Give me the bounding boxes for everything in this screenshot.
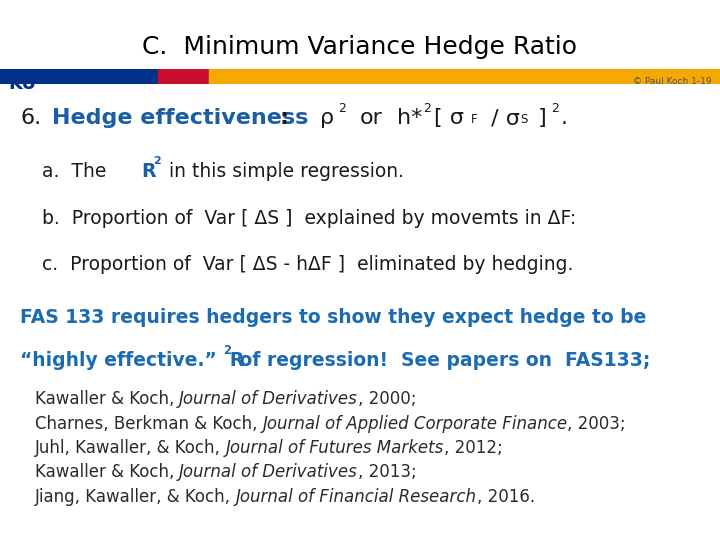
Text: 2: 2 — [153, 156, 161, 166]
Text: Hedge effectiveness: Hedge effectiveness — [52, 108, 308, 128]
Text: “highly effective.”  R: “highly effective.” R — [20, 351, 244, 370]
Text: © Paul Koch 1-19: © Paul Koch 1-19 — [633, 77, 711, 86]
Text: KANSAS: KANSAS — [37, 75, 79, 84]
Text: 6.: 6. — [20, 108, 41, 128]
Text: R: R — [141, 162, 156, 181]
Text: c.  Proportion of  Var [ ΔS - hΔF ]  eliminated by hedging.: c. Proportion of Var [ ΔS - hΔF ] elimin… — [42, 255, 573, 274]
Text: , 2012;: , 2012; — [444, 439, 503, 457]
Text: 2: 2 — [423, 102, 431, 114]
Text: Journal of Derivatives: Journal of Derivatives — [179, 463, 358, 481]
Text: 2: 2 — [223, 344, 231, 357]
Bar — [158, 69, 209, 84]
Text: or: or — [360, 108, 383, 128]
Text: KU: KU — [9, 75, 37, 92]
Text: 2: 2 — [338, 102, 346, 114]
Text: , 2016.: , 2016. — [477, 488, 535, 505]
Text: C.  Minimum Variance Hedge Ratio: C. Minimum Variance Hedge Ratio — [143, 35, 577, 59]
Text: , 2000;: , 2000; — [358, 390, 416, 408]
Text: in this simple regression.: in this simple regression. — [163, 162, 404, 181]
Text: S: S — [520, 113, 527, 126]
Text: Journal of Applied Corporate Finance: Journal of Applied Corporate Finance — [262, 415, 567, 433]
Text: , 2003;: , 2003; — [567, 415, 626, 433]
Text: 2: 2 — [552, 102, 559, 114]
Bar — [209, 69, 720, 84]
Text: :: : — [279, 108, 288, 128]
Text: Jiang, Kawaller, & Koch,: Jiang, Kawaller, & Koch, — [35, 488, 236, 505]
Bar — [0, 69, 158, 84]
Text: Juhl, Kawaller, & Koch,: Juhl, Kawaller, & Koch, — [35, 439, 225, 457]
Text: .: . — [560, 108, 567, 128]
Text: h*: h* — [397, 108, 423, 128]
Text: ρ: ρ — [320, 108, 335, 128]
Text: b.  Proportion of  Var [ ΔS ]  explained by movemts in ΔF:: b. Proportion of Var [ ΔS ] explained by… — [42, 209, 576, 228]
Text: / σ: / σ — [484, 108, 520, 128]
Text: ]: ] — [531, 108, 546, 128]
Text: Journal of Financial Research: Journal of Financial Research — [236, 488, 477, 505]
Text: FAS 133 requires hedgers to show they expect hedge to be: FAS 133 requires hedgers to show they ex… — [20, 308, 647, 327]
Text: [ σ: [ σ — [434, 108, 464, 128]
Text: Kawaller & Koch,: Kawaller & Koch, — [35, 390, 179, 408]
Text: a.  The: a. The — [42, 162, 112, 181]
Text: Charnes, Berkman & Koch,: Charnes, Berkman & Koch, — [35, 415, 262, 433]
Text: F: F — [471, 113, 477, 126]
Text: , 2013;: , 2013; — [358, 463, 417, 481]
Text: Journal of Futures Markets: Journal of Futures Markets — [225, 439, 444, 457]
Text: Journal of Derivatives: Journal of Derivatives — [179, 390, 358, 408]
Text: of regression!  See papers on  FAS133;: of regression! See papers on FAS133; — [233, 351, 650, 370]
Text: Kawaller & Koch,: Kawaller & Koch, — [35, 463, 179, 481]
